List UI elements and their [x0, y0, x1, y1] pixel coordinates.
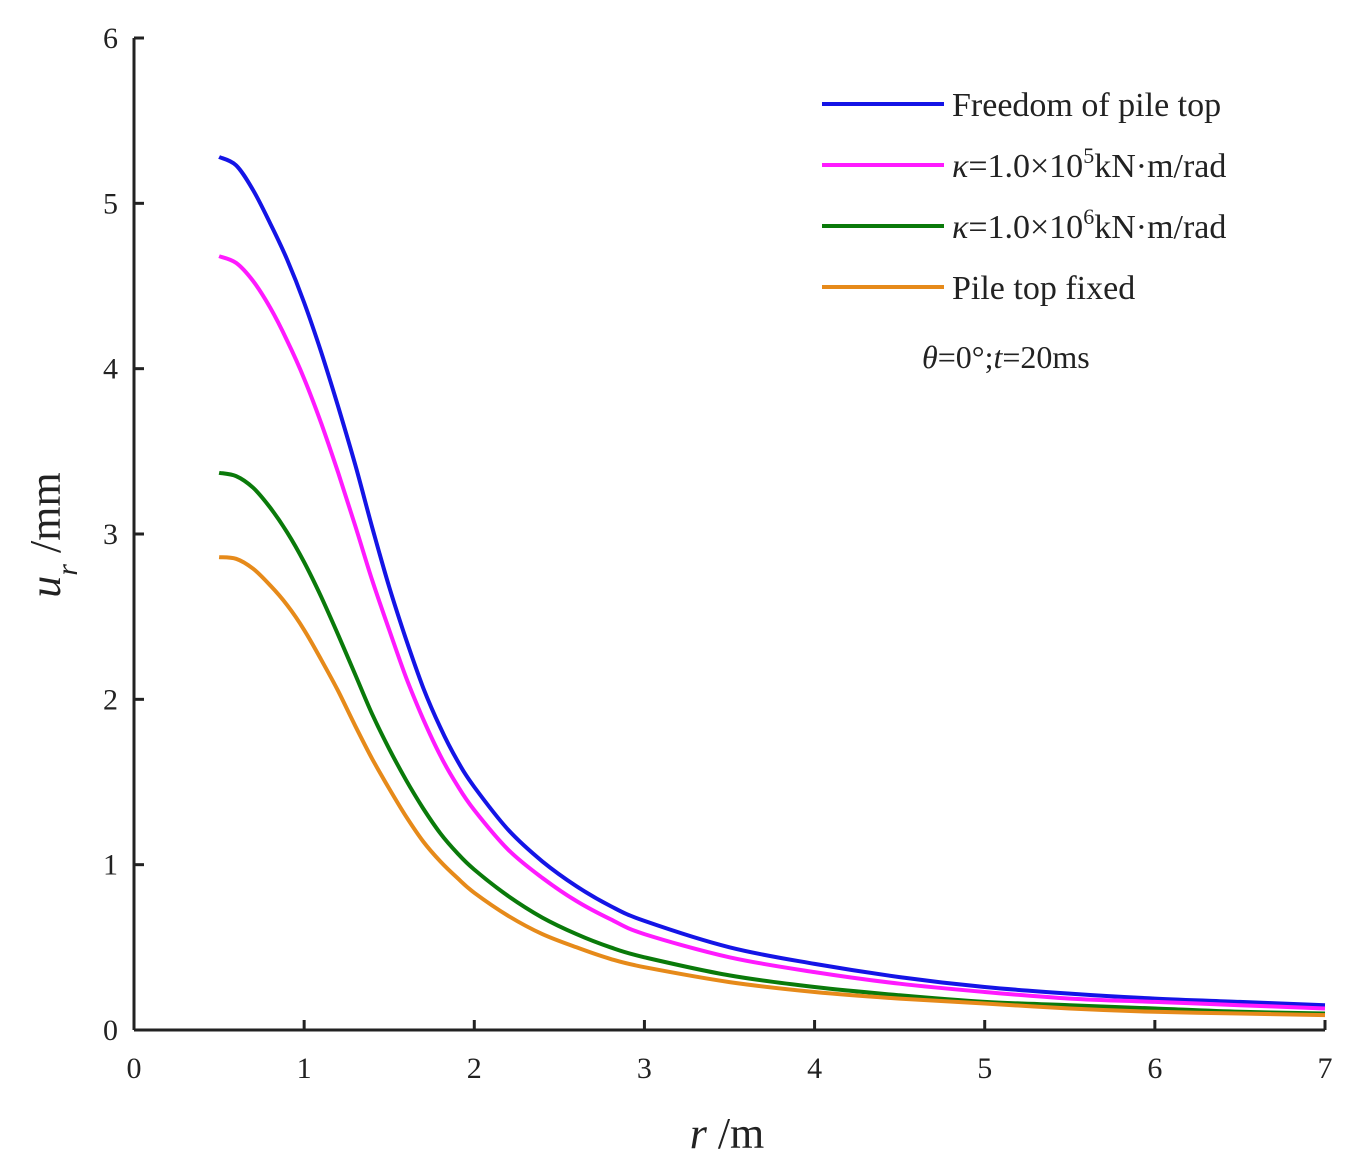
legend: Freedom of pile topκ=1.0×105kN·m/radκ=1.… — [822, 87, 1226, 307]
y-tick-label: 5 — [103, 187, 118, 220]
legend-kappa-symbol: κ — [952, 148, 969, 185]
legend-label-1: Freedom of pile top — [952, 87, 1221, 124]
y-axis-title: ur /mm — [21, 472, 84, 597]
y-tick-label: 0 — [103, 1014, 118, 1047]
x-tick-label: 1 — [297, 1052, 312, 1085]
legend-kappa-symbol: κ — [952, 209, 969, 246]
series-line-2 — [218, 254, 1326, 1011]
legend-exponent: 6 — [1083, 204, 1094, 229]
x-tick-label: 2 — [467, 1052, 482, 1085]
legend-label-2: κ=1.0×105kN·m/rad — [952, 143, 1226, 185]
y-axis-unit: /mm — [21, 472, 70, 564]
y-tick-label: 1 — [103, 849, 118, 882]
y-axis-symbol: u — [21, 576, 70, 598]
series-line-3 — [218, 470, 1326, 1016]
x-tick-label: 3 — [637, 1052, 652, 1085]
series-line-4 — [218, 555, 1326, 1018]
y-tick-label: 4 — [103, 353, 118, 386]
annotation-t-symbol: t — [993, 339, 1003, 375]
x-axis-symbol: r — [690, 1109, 708, 1158]
condition-annotation: θ=0°;t=20ms — [922, 339, 1090, 375]
legend-unit-text: kN·m/rad — [1094, 209, 1226, 246]
legend-label-4: Pile top fixed — [952, 270, 1135, 307]
legend-unit-text: kN·m/rad — [1094, 148, 1226, 185]
legend-value-text: =1.0×10 — [968, 209, 1083, 246]
x-tick-label: 4 — [807, 1052, 822, 1085]
y-tick-label: 2 — [103, 683, 118, 716]
x-tick-label: 6 — [1147, 1052, 1162, 1085]
legend-label-3: κ=1.0×106kN·m/rad — [952, 204, 1226, 246]
axes: 0 1 2 3 4 5 6 7 0 1 2 3 4 5 6 — [103, 22, 1333, 1085]
annotation-theta-value: =0°; — [938, 339, 994, 375]
x-tick-label: 7 — [1318, 1052, 1333, 1085]
y-tick-label: 3 — [103, 518, 118, 551]
legend-exponent: 5 — [1083, 143, 1094, 168]
legend-value-text: =1.0×10 — [968, 148, 1083, 185]
x-tick-label: 5 — [977, 1052, 992, 1085]
x-tick-label: 0 — [127, 1052, 142, 1085]
x-axis-unit: /m — [707, 1109, 764, 1158]
y-axis-subscript: r — [51, 564, 84, 576]
x-axis-title: r /m — [690, 1109, 765, 1158]
y-tick-label: 6 — [103, 22, 118, 55]
annotation-theta-symbol: θ — [922, 339, 938, 375]
series-line-1 — [218, 155, 1326, 1008]
annotation-t-value: =20ms — [1002, 339, 1089, 375]
series-layer — [218, 155, 1326, 1018]
